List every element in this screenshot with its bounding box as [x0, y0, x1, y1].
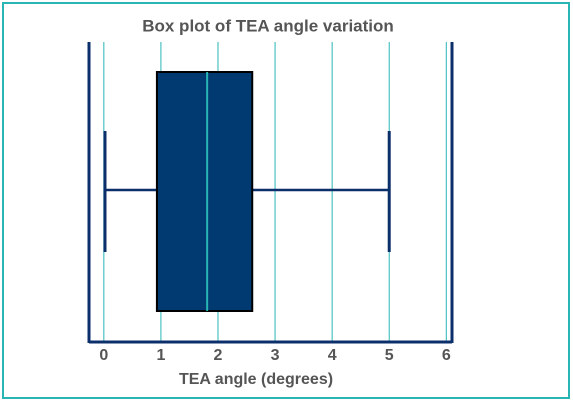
x-axis-label: TEA angle (degrees) [179, 371, 333, 388]
frame [2, 2, 570, 399]
x-tick-label: 3 [271, 347, 280, 364]
x-tick-label: 2 [214, 347, 223, 364]
x-tick-label: 4 [328, 347, 337, 364]
x-tick-label: 6 [442, 347, 451, 364]
x-tick-label: 1 [156, 347, 165, 364]
x-tick-label: 0 [99, 347, 108, 364]
box [155, 71, 254, 312]
x-tick-label: 5 [385, 347, 394, 364]
chart-title: Box plot of TEA angle variation [142, 16, 394, 35]
